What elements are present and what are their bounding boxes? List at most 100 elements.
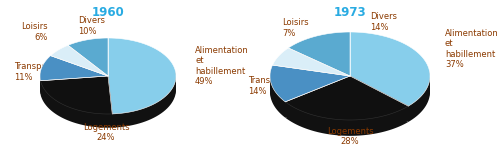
Polygon shape <box>108 52 176 128</box>
Polygon shape <box>68 43 108 81</box>
Polygon shape <box>40 66 108 91</box>
Polygon shape <box>40 63 108 88</box>
Polygon shape <box>350 34 430 108</box>
Polygon shape <box>288 46 350 90</box>
Polygon shape <box>108 43 176 119</box>
Polygon shape <box>51 54 108 85</box>
Polygon shape <box>40 59 108 84</box>
Polygon shape <box>288 42 350 86</box>
Polygon shape <box>51 57 108 88</box>
Polygon shape <box>285 82 408 126</box>
Text: Transports
11%: Transports 11% <box>14 62 58 82</box>
Text: Loisirs
6%: Loisirs 6% <box>21 22 48 42</box>
Polygon shape <box>285 78 408 122</box>
Polygon shape <box>51 59 108 90</box>
Text: Divers
14%: Divers 14% <box>370 12 397 32</box>
Polygon shape <box>108 40 176 116</box>
Polygon shape <box>40 86 112 124</box>
Polygon shape <box>270 69 350 106</box>
Polygon shape <box>270 81 350 118</box>
Polygon shape <box>350 42 430 116</box>
Polygon shape <box>288 40 350 84</box>
Text: Transports
14%: Transports 14% <box>248 76 292 96</box>
Polygon shape <box>270 71 350 108</box>
Polygon shape <box>68 48 108 86</box>
Polygon shape <box>288 32 350 76</box>
Polygon shape <box>350 46 430 120</box>
Polygon shape <box>40 79 112 117</box>
Polygon shape <box>68 50 108 88</box>
Polygon shape <box>40 69 108 94</box>
Polygon shape <box>272 58 350 86</box>
Polygon shape <box>270 79 350 116</box>
Polygon shape <box>272 60 350 88</box>
Polygon shape <box>68 52 108 90</box>
Text: 1973: 1973 <box>334 6 367 19</box>
Polygon shape <box>40 85 112 123</box>
Polygon shape <box>288 48 350 92</box>
Text: Logements
24%: Logements 24% <box>83 123 129 142</box>
Polygon shape <box>68 45 108 83</box>
Polygon shape <box>270 73 350 110</box>
Polygon shape <box>40 90 112 128</box>
Polygon shape <box>51 50 108 81</box>
Polygon shape <box>285 88 408 132</box>
Polygon shape <box>288 38 350 82</box>
Polygon shape <box>68 38 108 76</box>
Polygon shape <box>350 32 430 106</box>
Polygon shape <box>68 40 108 78</box>
Polygon shape <box>108 45 176 121</box>
Polygon shape <box>68 41 108 79</box>
Text: Alimentation
et
habillement
49%: Alimentation et habillement 49% <box>195 46 249 86</box>
Polygon shape <box>40 78 112 116</box>
Polygon shape <box>40 61 108 86</box>
Polygon shape <box>350 36 430 110</box>
Polygon shape <box>68 47 108 85</box>
Polygon shape <box>40 56 108 81</box>
Polygon shape <box>285 86 408 130</box>
Polygon shape <box>40 83 112 121</box>
Polygon shape <box>285 90 408 134</box>
Polygon shape <box>272 56 350 84</box>
Polygon shape <box>272 62 350 90</box>
Polygon shape <box>108 48 176 124</box>
Polygon shape <box>40 68 108 93</box>
Polygon shape <box>285 92 408 136</box>
Polygon shape <box>108 41 176 117</box>
Polygon shape <box>272 52 350 80</box>
Polygon shape <box>350 40 430 114</box>
Polygon shape <box>270 67 350 104</box>
Polygon shape <box>270 75 350 112</box>
Polygon shape <box>40 64 108 89</box>
Polygon shape <box>272 64 350 92</box>
Polygon shape <box>285 80 408 124</box>
Polygon shape <box>108 47 176 122</box>
Polygon shape <box>350 44 430 118</box>
Polygon shape <box>270 65 350 102</box>
Text: Divers
10%: Divers 10% <box>78 16 105 36</box>
Polygon shape <box>272 54 350 82</box>
Polygon shape <box>51 47 108 78</box>
Polygon shape <box>51 52 108 83</box>
Polygon shape <box>285 76 408 120</box>
Polygon shape <box>288 34 350 78</box>
Polygon shape <box>51 45 108 76</box>
Polygon shape <box>272 48 350 76</box>
Polygon shape <box>40 88 112 126</box>
Polygon shape <box>350 38 430 112</box>
Polygon shape <box>40 57 108 83</box>
Polygon shape <box>51 56 108 86</box>
Polygon shape <box>270 77 350 114</box>
Polygon shape <box>40 76 112 114</box>
Polygon shape <box>40 81 112 119</box>
Polygon shape <box>285 84 408 128</box>
Text: Loisirs
7%: Loisirs 7% <box>282 18 309 38</box>
Polygon shape <box>272 50 350 78</box>
Polygon shape <box>288 36 350 80</box>
Text: 1960: 1960 <box>92 6 124 19</box>
Polygon shape <box>350 48 430 122</box>
Polygon shape <box>108 38 176 114</box>
Polygon shape <box>51 49 108 79</box>
Text: Alimentation
et
habillement
37%: Alimentation et habillement 37% <box>445 29 498 69</box>
Text: Logements
28%: Logements 28% <box>327 127 374 146</box>
